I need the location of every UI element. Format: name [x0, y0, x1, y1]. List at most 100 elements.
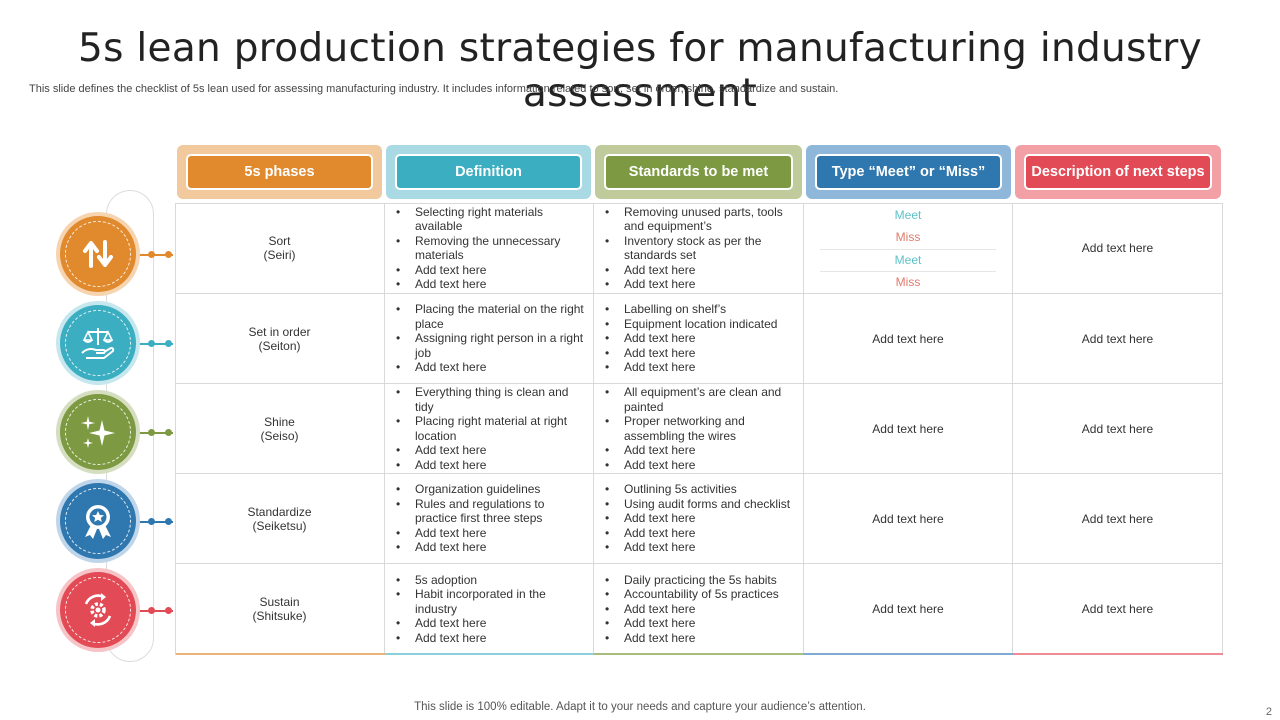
- phase-name: Shine: [264, 414, 295, 429]
- phase-name: Standardize: [247, 504, 312, 519]
- list-item: Add text here: [594, 511, 790, 526]
- phase-japanese: (Seiso): [260, 428, 299, 443]
- list-item: Using audit forms and checklist: [594, 497, 790, 512]
- type-cell: Add text here: [804, 474, 1013, 564]
- list-item: Add text here: [594, 616, 779, 631]
- type-cell: Add text here: [804, 384, 1013, 474]
- list-item: Placing right material at right location: [385, 414, 587, 443]
- table-border: [175, 203, 1223, 655]
- list-item: Organization guidelines: [385, 482, 587, 497]
- slide-title: 5s lean production strategies for manufa…: [77, 26, 1203, 116]
- connector-dot: [148, 251, 155, 258]
- column-underline: [385, 653, 594, 655]
- connector-dot: [165, 607, 172, 614]
- list-item: Add text here: [594, 458, 797, 473]
- phase-name: Set in order: [248, 324, 311, 339]
- definition-cell: 5s adoption Habit incorporated in the in…: [385, 564, 594, 655]
- phase-circle-shine: [60, 394, 136, 470]
- list-item: Daily practicing the 5s habits: [594, 573, 779, 588]
- connector-dot: [165, 251, 172, 258]
- header-standards: Standards to be met: [595, 145, 802, 199]
- list-item: Placing the material on the right place: [385, 302, 587, 331]
- type-miss: Miss: [895, 275, 921, 289]
- list-item: Selecting right materials available: [385, 205, 587, 234]
- list-item: Add text here: [594, 443, 797, 458]
- list-item: Add text here: [385, 360, 587, 375]
- phase-japanese: (Seiri): [263, 248, 296, 262]
- phase-japanese: (Seiketsu): [252, 518, 307, 533]
- column-underline: [176, 653, 385, 655]
- list-item: Assigning right person in a right job: [385, 331, 587, 360]
- next-steps-cell: Add text here: [1013, 384, 1223, 474]
- connector-dot: [165, 518, 172, 525]
- list-item: Rules and regulations to practice first …: [385, 497, 587, 526]
- list-item: Inventory stock as per the standards set: [594, 234, 797, 263]
- connector-dot: [148, 429, 155, 436]
- list-item: Add text here: [385, 263, 587, 278]
- list-item: Add text here: [385, 458, 587, 473]
- list-item: Add text here: [594, 526, 790, 541]
- list-item: Add text here: [594, 631, 779, 646]
- assessment-table: Sort (Seiri) Selecting right materials a…: [175, 203, 1223, 655]
- type-meet: Meet: [894, 208, 922, 222]
- standards-cell: Removing unused parts, tools and equipme…: [594, 203, 804, 294]
- header-type: Type “Meet” or “Miss”: [806, 145, 1011, 199]
- definition-cell: Selecting right materials available Remo…: [385, 203, 594, 294]
- list-item: Add text here: [594, 540, 790, 555]
- connector-dot: [148, 607, 155, 614]
- definition-cell: Everything thing is clean and tidy Placi…: [385, 384, 594, 474]
- column-underline: [594, 653, 804, 655]
- standards-cell: Daily practicing the 5s habits Accountab…: [594, 564, 804, 655]
- type-cell: Meet Miss Meet Miss: [804, 203, 1013, 294]
- header-label-phases: 5s phases: [186, 154, 373, 190]
- list-item: Removing unused parts, tools and equipme…: [594, 205, 797, 234]
- type-cell: Add text here: [804, 294, 1013, 384]
- table-row: Shine (Seiso): [175, 384, 385, 474]
- next-steps-cell: Add text here: [1013, 474, 1223, 564]
- phase-name: Sort: [268, 234, 291, 248]
- list-item: Proper networking and assembling the wir…: [594, 414, 797, 443]
- divider: [820, 271, 996, 272]
- list-item: Add text here: [594, 346, 777, 361]
- standards-cell: Labelling on shelf’s Equipment location …: [594, 294, 804, 384]
- list-item: Add text here: [594, 263, 797, 278]
- connector-dot: [148, 518, 155, 525]
- list-item: Equipment location indicated: [594, 317, 777, 332]
- connector-dot: [165, 429, 172, 436]
- header-definition: Definition: [386, 145, 591, 199]
- list-item: Habit incorporated in the industry: [385, 587, 587, 616]
- list-item: 5s adoption: [385, 573, 587, 588]
- column-underline: [804, 653, 1013, 655]
- footer-note: This slide is 100% editable. Adapt it to…: [414, 701, 866, 713]
- list-item: Labelling on shelf’s: [594, 302, 777, 317]
- list-item: Add text here: [594, 360, 777, 375]
- phase-circle-standardize: [60, 483, 136, 559]
- list-item: Add text here: [385, 277, 587, 292]
- list-item: Outlining 5s activities: [594, 482, 790, 497]
- list-item: Add text here: [385, 443, 587, 458]
- page-number: 2: [1265, 706, 1272, 718]
- header-label-next-steps: Description of next steps: [1024, 154, 1212, 190]
- next-steps-cell: Add text here: [1013, 294, 1223, 384]
- type-meet: Meet: [894, 253, 922, 267]
- list-item: Add text here: [385, 616, 587, 631]
- header-label-type: Type “Meet” or “Miss”: [815, 154, 1002, 190]
- header-label-standards: Standards to be met: [604, 154, 793, 190]
- list-item: Add text here: [385, 526, 587, 541]
- list-item: Add text here: [594, 277, 797, 292]
- list-item: Add text here: [594, 602, 779, 617]
- next-steps-cell: Add text here: [1013, 564, 1223, 655]
- phase-circle-sustain: [60, 572, 136, 648]
- column-underline: [1013, 653, 1223, 655]
- definition-cell: Placing the material on the right place …: [385, 294, 594, 384]
- header-label-definition: Definition: [395, 154, 582, 190]
- table-row: Sort (Seiri): [175, 203, 385, 294]
- phase-japanese: (Seiton): [258, 338, 301, 353]
- phase-circle-set-in-order: [60, 305, 136, 381]
- type-miss: Miss: [895, 230, 921, 244]
- header-5s-phases: 5s phases: [177, 145, 382, 199]
- slide-subtitle: This slide defines the checklist of 5s l…: [29, 83, 839, 95]
- list-item: Add text here: [594, 331, 777, 346]
- divider: [820, 249, 996, 250]
- type-cell: Add text here: [804, 564, 1013, 655]
